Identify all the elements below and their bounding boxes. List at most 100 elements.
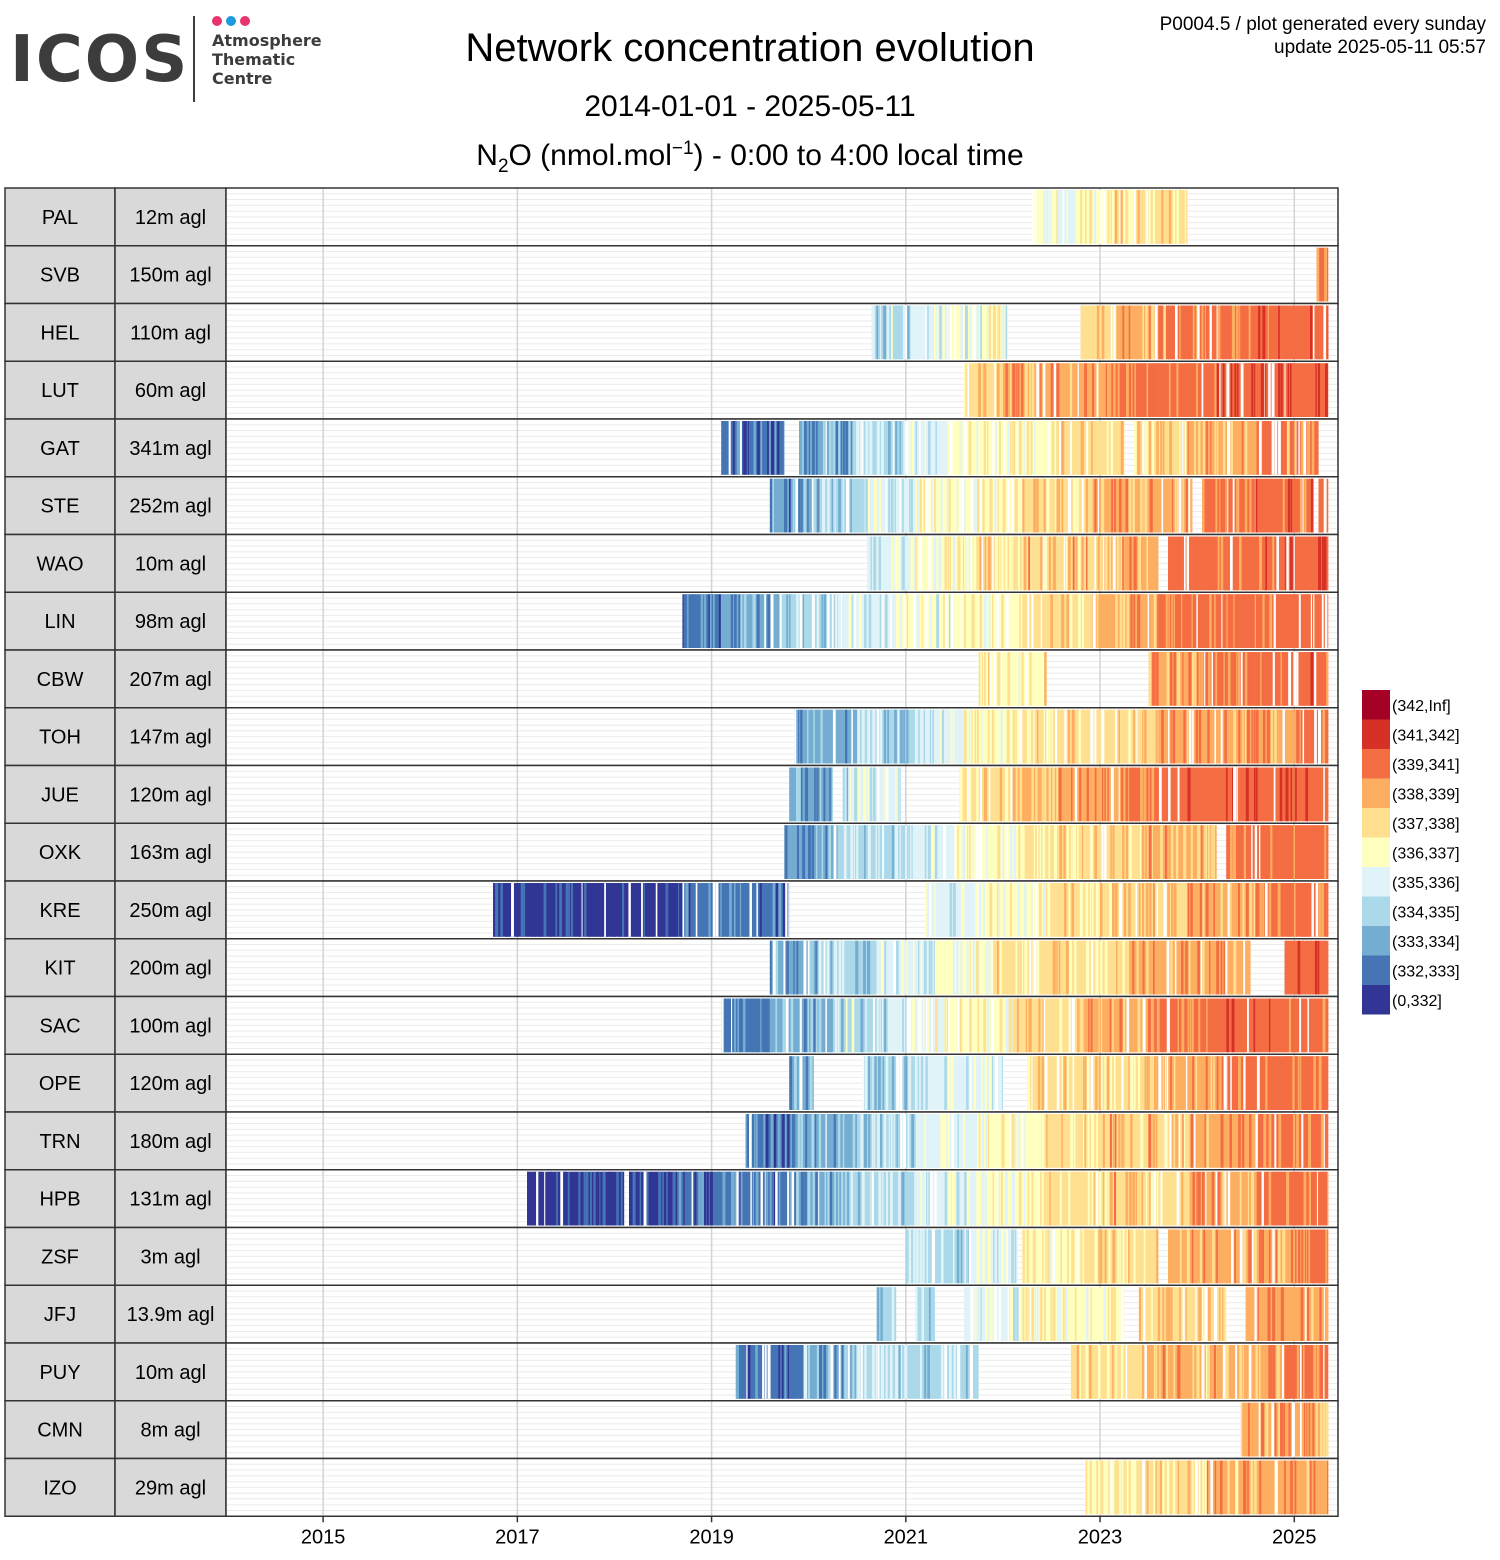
data-stripe (825, 998, 827, 1053)
data-stripe (1231, 305, 1235, 360)
data-stripe (1305, 767, 1309, 822)
data-stripe (1123, 998, 1126, 1053)
data-stripe (864, 594, 867, 648)
data-stripe (1201, 363, 1204, 417)
data-stripe (1158, 594, 1161, 648)
legend-label: (333,334] (1392, 934, 1460, 951)
data-stripe (951, 998, 954, 1053)
data-stripe (912, 1056, 914, 1110)
data-stripe (1281, 305, 1285, 360)
data-stripe (1275, 998, 1278, 1053)
data-stripe (857, 767, 861, 822)
data-stripe (1078, 1171, 1081, 1226)
data-stripe (865, 421, 869, 475)
data-stripe (1065, 536, 1068, 591)
data-stripe (570, 883, 573, 937)
data-stripe (1149, 940, 1152, 995)
data-stripe (1227, 652, 1231, 706)
data-stripe (956, 1171, 960, 1226)
data-stripe (917, 1056, 920, 1110)
data-stripe (1186, 536, 1190, 591)
data-stripe (1078, 536, 1081, 591)
data-stripe (1120, 536, 1123, 591)
data-stripe (1231, 1229, 1234, 1284)
data-stripe (1188, 940, 1191, 995)
data-stripe (1142, 940, 1145, 995)
data-stripe (1317, 940, 1320, 995)
data-stripe (1151, 421, 1155, 475)
data-stripe (1060, 1229, 1063, 1284)
data-stripe (1257, 998, 1261, 1053)
data-stripe (971, 883, 974, 937)
data-stripe (556, 1171, 558, 1226)
data-stripe (1128, 1056, 1130, 1110)
data-stripe (1103, 1287, 1106, 1341)
data-stripe (907, 1114, 910, 1168)
data-stripe (1201, 652, 1204, 706)
data-stripe (811, 767, 814, 822)
data-stripe (1250, 998, 1252, 1053)
data-stripe (1148, 825, 1152, 879)
data-stripe (992, 421, 995, 475)
data-stripe (743, 421, 747, 475)
data-stripe (777, 421, 780, 475)
data-stripe (1033, 709, 1035, 764)
data-stripe (1320, 1114, 1324, 1168)
data-stripe (947, 1229, 951, 1284)
data-stripe (1032, 1229, 1036, 1284)
data-stripe (1176, 478, 1178, 533)
data-stripe (1181, 594, 1183, 648)
data-stripe (1173, 1345, 1176, 1399)
data-stripe (1108, 305, 1111, 360)
data-stripe (1232, 825, 1237, 879)
data-stripe (1266, 709, 1270, 764)
station-height: 120m agl (129, 784, 211, 806)
data-stripe (1162, 1345, 1166, 1399)
data-stripe (1081, 1345, 1083, 1399)
data-stripe (1066, 1114, 1068, 1168)
data-stripe (749, 1114, 752, 1168)
data-stripe (1001, 305, 1005, 360)
data-stripe (802, 825, 806, 879)
data-stripe (1089, 536, 1093, 591)
data-stripe (1063, 478, 1067, 533)
data-stripe (1296, 652, 1299, 706)
data-stripe (1177, 536, 1182, 591)
data-stripe (1142, 709, 1144, 764)
data-stripe (880, 1114, 883, 1168)
data-stripe (872, 709, 876, 764)
data-stripe (1189, 998, 1192, 1053)
data-stripe (976, 1229, 980, 1284)
data-stripe (1104, 421, 1107, 475)
data-stripe (1187, 1171, 1190, 1226)
data-stripe (769, 940, 772, 995)
data-stripe (1046, 190, 1049, 244)
data-stripe (620, 1171, 623, 1226)
data-stripe (559, 883, 562, 937)
data-stripe (1017, 883, 1020, 937)
data-stripe (1169, 421, 1172, 475)
data-stripe (962, 478, 964, 533)
data-stripe (1145, 825, 1148, 879)
data-stripe (978, 1287, 980, 1341)
data-stripe (733, 883, 736, 937)
data-stripe (1012, 536, 1014, 591)
data-stripe (1222, 421, 1226, 475)
data-stripe (755, 1114, 758, 1168)
data-stripe (1301, 1229, 1304, 1284)
data-stripe (1084, 1229, 1086, 1284)
data-stripe (829, 1171, 833, 1226)
data-stripe (1050, 1114, 1052, 1168)
data-stripe (1303, 1402, 1306, 1457)
data-stripe (1080, 190, 1083, 244)
data-stripe (1007, 421, 1008, 475)
data-stripe (592, 883, 594, 937)
data-stripe (1322, 1056, 1326, 1110)
data-stripe (1293, 883, 1296, 937)
data-stripe (1035, 1114, 1038, 1168)
data-stripe (882, 825, 884, 879)
data-stripe (975, 594, 979, 648)
station-code-cell (4, 707, 116, 767)
data-stripe (1222, 363, 1225, 417)
data-stripe (890, 767, 892, 822)
